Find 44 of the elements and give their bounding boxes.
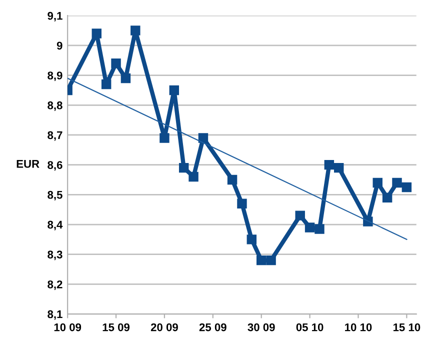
x-tick-label: 15 10 — [393, 323, 420, 332]
point — [227, 174, 238, 185]
point — [324, 160, 334, 170]
point — [111, 58, 121, 68]
y-tick-label: 8,9 — [48, 72, 62, 82]
point — [188, 172, 198, 182]
x-tick-label: 25 09 — [199, 323, 226, 332]
y-tick-label: 8,2 — [48, 280, 62, 290]
point — [295, 210, 305, 220]
point — [120, 73, 131, 84]
point — [160, 133, 170, 143]
point — [402, 182, 412, 192]
point — [198, 133, 208, 143]
x-tick-label: 05 10 — [296, 323, 324, 332]
point — [392, 178, 402, 188]
y-axis-title: EUR — [16, 160, 40, 168]
point — [382, 192, 392, 203]
y-tick-label: 8,1 — [48, 310, 62, 320]
point — [237, 198, 247, 208]
point — [266, 255, 276, 266]
x-tick-label: 10 09 — [54, 323, 82, 332]
point — [169, 85, 180, 96]
x-tick-label: 10 10 — [345, 323, 372, 332]
y-tick-label: 8,4 — [48, 220, 63, 230]
point — [304, 222, 315, 232]
y-tick-label: 8,7 — [48, 131, 62, 141]
y-tick-label: 8,3 — [48, 250, 62, 260]
point — [130, 26, 140, 36]
point — [246, 234, 257, 244]
x-tick-label: 15 09 — [102, 323, 130, 332]
point — [334, 162, 344, 173]
point — [178, 162, 189, 173]
point — [314, 224, 324, 234]
point — [92, 28, 102, 38]
y-tick-label: 8,6 — [48, 161, 62, 171]
y-tick-label: 9 — [56, 42, 62, 50]
y-tick-label: 8,5 — [48, 190, 62, 200]
x-tick-label: 20 09 — [150, 323, 178, 332]
x-tick-label: 30 09 — [248, 323, 275, 332]
y-tick-label: 8,8 — [48, 101, 62, 111]
point — [256, 255, 266, 266]
point — [101, 79, 112, 90]
point — [372, 178, 382, 188]
y-tick-label: 9,1 — [48, 12, 62, 22]
